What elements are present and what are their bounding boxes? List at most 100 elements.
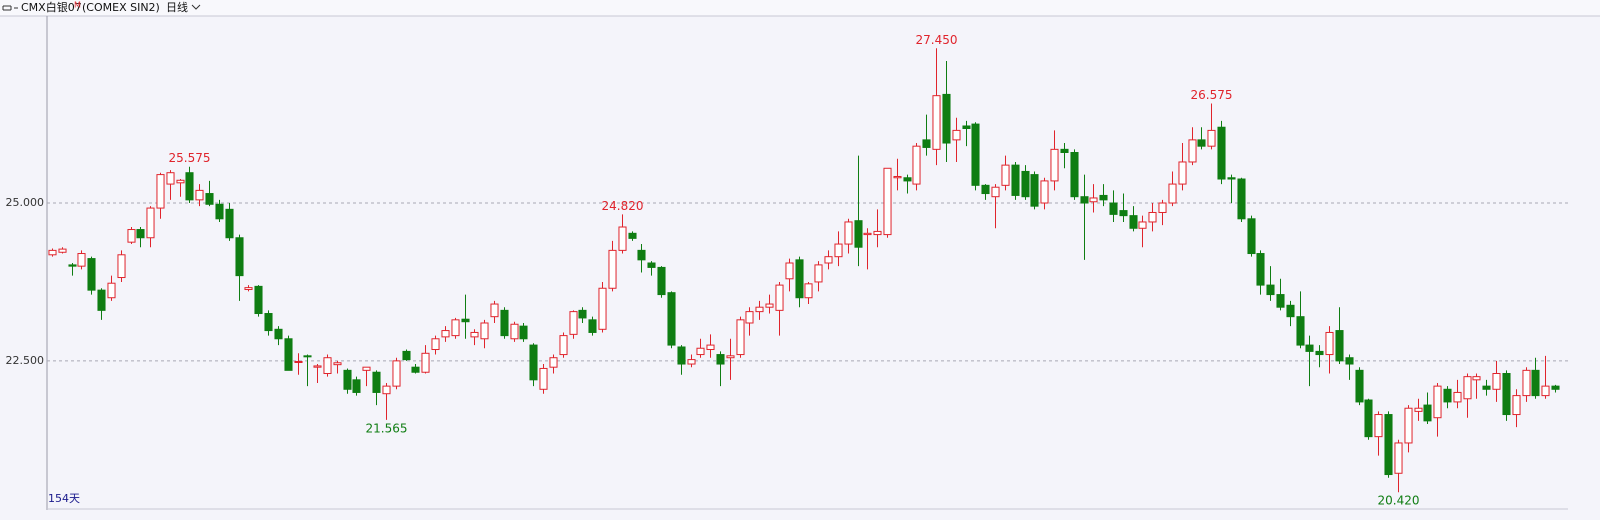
candle-body (1021, 170, 1030, 198)
candle-body (1178, 161, 1187, 185)
candle-body (588, 319, 597, 333)
candle-body (97, 289, 106, 311)
candle-body (1011, 164, 1020, 196)
y-tick-label: 25.000 (6, 196, 45, 209)
dropdown-icon[interactable] (191, 4, 201, 10)
candle-body (578, 309, 587, 319)
candle-body (1472, 376, 1481, 381)
candle-body (824, 256, 833, 264)
candle-body (294, 361, 303, 364)
candle-body (1463, 376, 1472, 400)
candle-body (195, 189, 204, 201)
candle-body (421, 352, 430, 373)
candle-body (745, 311, 754, 324)
candle-body (1522, 369, 1531, 397)
candle-body (166, 172, 175, 185)
candle-body (1551, 385, 1560, 390)
candle-body (1423, 404, 1432, 422)
candle-body (1227, 177, 1236, 180)
code: (COMEX SIN2) (82, 1, 160, 14)
candle-body (569, 311, 578, 335)
candle-body (303, 355, 312, 358)
candle-body (942, 93, 951, 144)
flag: M (74, 1, 81, 10)
candle-body (785, 262, 794, 280)
candle-body (549, 357, 558, 368)
candle-body (844, 221, 853, 245)
candle-body (1384, 414, 1393, 476)
low-label: 20.420 (1378, 494, 1420, 508)
candle-body (804, 283, 813, 299)
candle-body (647, 262, 656, 268)
candle-body (1541, 385, 1550, 397)
header-bar (0, 0, 1600, 16)
candle-body (1099, 194, 1108, 201)
candle-body (1531, 369, 1540, 397)
candle-body (146, 207, 155, 239)
candle-body (765, 303, 774, 308)
candle-body (1266, 284, 1275, 296)
candle-body (903, 177, 912, 182)
candle-body (451, 319, 460, 337)
candle-body (1050, 148, 1059, 182)
candle-body (1247, 218, 1256, 255)
candle-body (883, 167, 892, 236)
candle-body (58, 248, 67, 253)
candle-body (1512, 395, 1521, 416)
candle-body (1315, 350, 1324, 356)
candle-body (1089, 197, 1098, 203)
candle-body (1443, 388, 1452, 403)
candle-body (313, 365, 322, 368)
candle-body (431, 338, 440, 351)
candle-body (411, 366, 420, 373)
candle-body (1188, 139, 1197, 163)
candle-body (952, 129, 961, 141)
candle-body (225, 208, 234, 239)
candle-body (1345, 357, 1354, 365)
candle-body (48, 249, 57, 256)
candle-body (932, 95, 941, 150)
candle-body (205, 193, 214, 205)
candle-body (696, 347, 705, 356)
candle-body (991, 186, 1000, 198)
candle-body (402, 350, 411, 361)
candle-body (244, 287, 253, 291)
candle-body (1001, 164, 1010, 186)
candle-body (176, 179, 185, 184)
candle-body (1414, 407, 1423, 412)
candle-body (392, 360, 401, 387)
candle-body (971, 123, 980, 186)
candle-body (677, 346, 686, 365)
candle-body (922, 139, 931, 148)
candle-body (755, 306, 764, 313)
candle-body (1040, 180, 1049, 204)
candle-body (372, 371, 381, 393)
candle-body (893, 175, 902, 179)
candle-body (1217, 126, 1226, 180)
candle-body (107, 282, 116, 299)
candle-body (382, 385, 391, 395)
candle-body (559, 335, 568, 356)
candle-body (254, 285, 263, 315)
candle-body (215, 203, 224, 220)
candle-body (68, 264, 77, 267)
candle-body (1256, 253, 1265, 286)
candle-body (1296, 316, 1305, 346)
candle-body (1335, 330, 1344, 362)
period[interactable]: 日线 (166, 0, 188, 14)
candle-body (264, 313, 273, 332)
symbol: CMX白银07 (21, 0, 82, 14)
candle-body (1197, 139, 1206, 147)
candle-body (667, 292, 676, 346)
candle-body (1305, 344, 1314, 352)
candle-body (1394, 442, 1403, 474)
candle-body (775, 284, 784, 311)
candle-body (795, 259, 804, 299)
candle-body (333, 362, 342, 366)
candle-body (529, 344, 538, 381)
candle-body (510, 323, 519, 340)
candle-body (1129, 215, 1138, 229)
candle-body (1109, 202, 1118, 215)
candle-body (274, 328, 283, 340)
